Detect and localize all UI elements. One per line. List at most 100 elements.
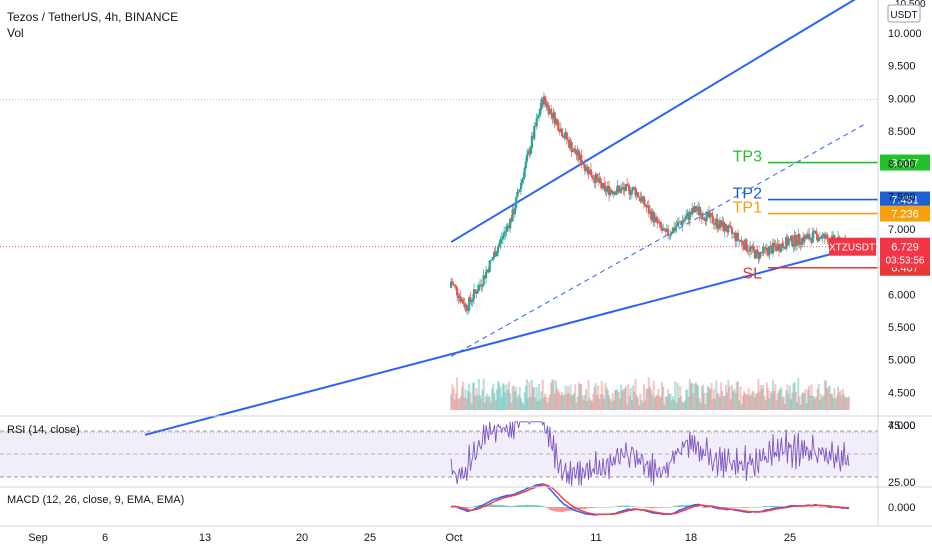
- volume-bar: [468, 383, 471, 410]
- price-tick-label: 10.000: [888, 28, 922, 40]
- volume-bar: [691, 382, 694, 410]
- macd-histogram-bar: [736, 507, 739, 508]
- volume-bar: [605, 387, 608, 410]
- candle-body: [621, 187, 624, 189]
- candle-body: [765, 247, 769, 252]
- volume-bar: [534, 397, 537, 410]
- volume-bar: [729, 398, 732, 410]
- volume-bar: [749, 396, 752, 410]
- candle-body: [564, 132, 567, 138]
- volume-bar: [536, 400, 539, 410]
- macd-histogram-bar: [468, 507, 471, 508]
- volume-bar: [764, 400, 767, 410]
- macd-histogram-bar: [816, 507, 819, 508]
- candle-body: [824, 234, 828, 239]
- candle-body: [638, 197, 641, 198]
- macd-histogram-bar: [663, 507, 666, 508]
- volume-bar: [569, 384, 572, 410]
- macd-histogram-bar: [604, 507, 607, 508]
- macd-histogram-bar: [493, 504, 496, 507]
- volume-bar: [466, 390, 469, 410]
- macd-histogram-bar: [763, 506, 766, 507]
- candle-body: [605, 189, 608, 192]
- candle-body: [693, 206, 696, 213]
- macd-histogram-bar: [522, 505, 525, 507]
- candle-body: [580, 154, 583, 165]
- symbol-title: Tezos / TetherUS, 4h, BINANCE: [7, 10, 179, 24]
- volume-bar: [545, 396, 548, 410]
- candle-body: [797, 234, 800, 246]
- volume-bar: [620, 384, 623, 410]
- macd-histogram-bar: [658, 507, 661, 508]
- candle-body: [528, 151, 531, 155]
- price-axis[interactable]: 10.0009.5009.0008.5008.0007.5007.0006.50…: [829, 0, 930, 514]
- macd-histogram-bar: [529, 505, 532, 507]
- macd-histogram-bar: [820, 507, 823, 508]
- volume-bar: [568, 393, 571, 410]
- volume-bar: [520, 398, 523, 410]
- candle-body: [736, 232, 740, 240]
- macd-histogram-bar: [726, 507, 729, 508]
- candle-body: [554, 119, 558, 125]
- macd-histogram-bar: [545, 507, 548, 508]
- candle-body: [795, 245, 799, 246]
- candle-body: [642, 196, 646, 205]
- candle-body: [732, 233, 735, 234]
- volume-bar: [808, 385, 811, 410]
- volume-bar: [575, 402, 578, 410]
- macd-histogram-bar: [822, 507, 825, 508]
- volume-bar: [706, 385, 709, 410]
- macd-histogram-bar: [466, 507, 469, 509]
- volume-bar: [711, 398, 714, 410]
- candle-body: [575, 153, 578, 156]
- volume-bar: [817, 383, 820, 410]
- candle-body: [812, 230, 816, 233]
- macd-histogram-bar: [806, 506, 809, 507]
- volume-bar: [735, 381, 738, 410]
- volume-bar: [717, 393, 720, 410]
- macd-histogram-bar: [634, 506, 637, 508]
- macd-histogram-bar: [755, 507, 758, 508]
- candle-body: [751, 245, 754, 249]
- macd-histogram-bar: [563, 507, 566, 512]
- macd-histogram-bar: [534, 505, 537, 507]
- candle-body: [712, 223, 715, 225]
- macd-histogram-bar: [504, 505, 507, 507]
- macd-histogram-bar: [665, 507, 668, 508]
- candle-body: [652, 212, 655, 223]
- candle-body: [697, 206, 700, 211]
- candle-body: [493, 251, 496, 258]
- macd-histogram-bar: [542, 506, 545, 507]
- candle-body: [559, 128, 562, 133]
- candle-body: [624, 184, 627, 192]
- volume-bar: [638, 405, 641, 410]
- volume-bar: [715, 380, 718, 410]
- price-tick-label: 5.000: [888, 355, 916, 367]
- candle-body: [548, 108, 552, 115]
- candle-body: [613, 191, 617, 195]
- volume-bar: [834, 399, 837, 410]
- price-tick-label: 4.000: [888, 420, 916, 432]
- candle-body: [594, 173, 597, 184]
- candle-body: [452, 283, 455, 285]
- candle-body: [774, 246, 777, 247]
- volume-bar: [763, 395, 766, 410]
- volume-bar: [746, 394, 749, 410]
- candle-body: [695, 210, 699, 212]
- macd-histogram-bar: [662, 507, 665, 508]
- macd-histogram-bar: [547, 507, 550, 510]
- candle-body: [653, 216, 656, 223]
- macd-histogram-bar: [729, 507, 732, 508]
- rsi-upper-label: 75.00: [888, 420, 916, 432]
- macd-histogram-bar: [556, 507, 559, 512]
- candle-body: [768, 247, 771, 256]
- candle-body: [818, 237, 822, 239]
- volume-bar: [846, 397, 849, 410]
- candle-body: [576, 150, 579, 156]
- volume-bar: [532, 387, 535, 410]
- time-axis[interactable]: Sep 6 13 20 25 Oct 11 18 25: [28, 532, 796, 544]
- volume-bar: [822, 395, 825, 410]
- candle-body: [503, 232, 506, 236]
- candle-body: [628, 186, 631, 195]
